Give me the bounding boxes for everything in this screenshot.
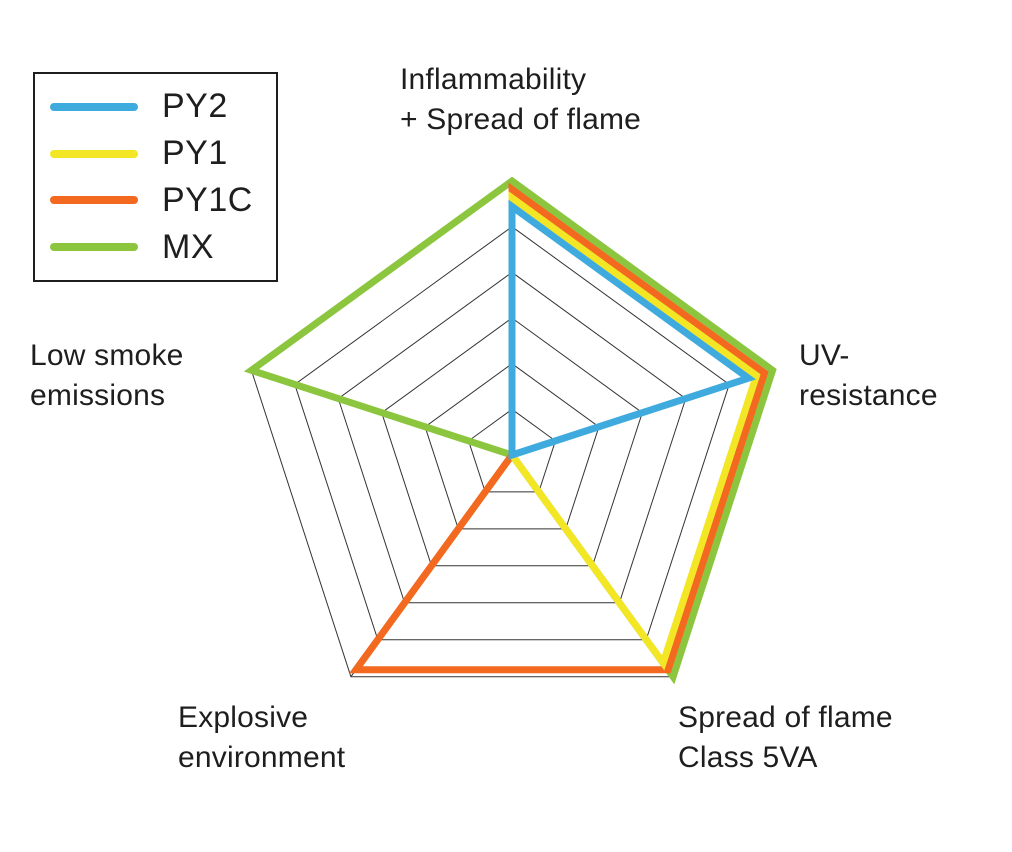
- legend-item-py1: PY1: [35, 134, 276, 174]
- legend-swatch-mx: [50, 243, 138, 252]
- legend-item-mx: MX: [35, 227, 276, 267]
- axis-label-inflammability-spread-of-flame: Inflammability + Spread of flame: [400, 63, 642, 136]
- legend-item-py1c: PY1C: [35, 180, 276, 220]
- legend-label-py2: PY2: [162, 87, 228, 126]
- legend-swatch-py1: [50, 149, 138, 158]
- legend-label-py1c: PY1C: [162, 180, 253, 219]
- axis-label-explosive-environment: Explosive environment: [178, 701, 346, 774]
- legend-item-py2: PY2: [35, 87, 276, 127]
- axis-label-spread-of-flame-class-5va: Spread of flame Class 5VA: [678, 701, 893, 774]
- legend-swatch-py1c: [50, 196, 138, 205]
- legend-swatch-py2: [50, 102, 138, 111]
- axis-label-uv-resistance: UV- resistance: [799, 339, 938, 412]
- legend-label-py1: PY1: [162, 134, 228, 173]
- axis-label-low-smoke-emissions: Low smoke emissions: [30, 339, 184, 412]
- legend-label-mx: MX: [162, 227, 214, 266]
- legend: PY2 PY1 PY1C MX: [33, 72, 278, 282]
